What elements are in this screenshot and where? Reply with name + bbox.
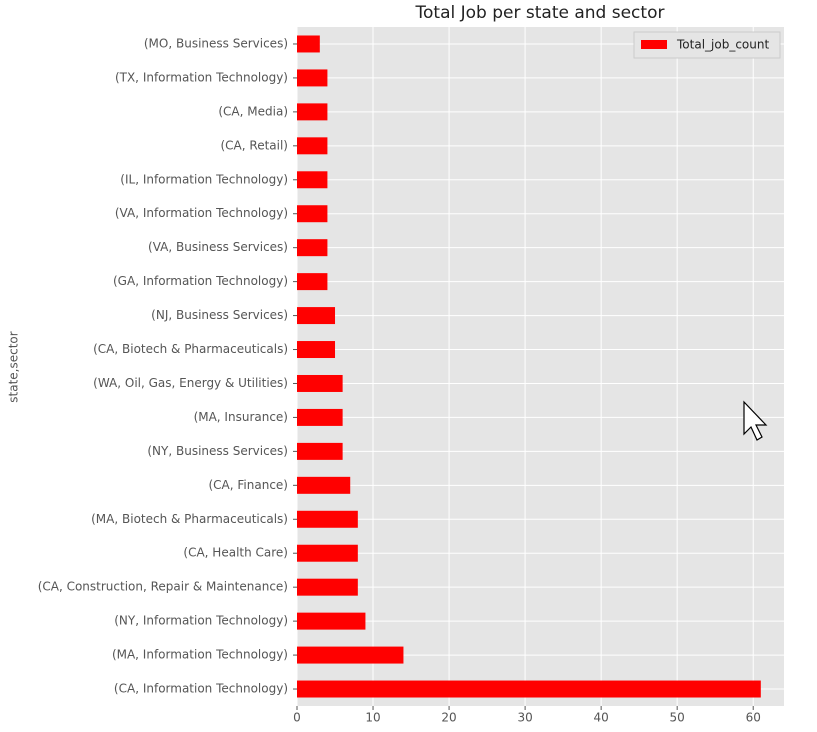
bar [297,612,366,630]
legend: Total_job_count [633,31,781,59]
bar [297,476,351,494]
y-tick-label: (MA, Biotech & Pharmaceuticals) [91,512,288,526]
legend-label: Total_job_count [676,38,769,52]
bar [297,171,328,189]
y-tick-label: (CA, Biotech & Pharmaceuticals) [93,342,288,356]
y-tick-label: (IL, Information Technology) [120,172,288,186]
y-tick-label: (CA, Retail) [221,138,289,152]
y-tick-label: (CA, Information Technology) [114,682,288,696]
labels: 0 10 20 30 40 50 60 (MO, Business Services) (TX,… [38,36,761,724]
bar [297,544,358,562]
bar [297,137,328,155]
bar [297,239,328,257]
mouse-cursor [743,400,768,441]
bar [297,35,320,53]
y-tick-label: (GA, Information Technology) [113,274,288,288]
y-tick-label: (NY, Business Services) [147,444,288,458]
bar [297,69,328,87]
x-tick-label: 0 [293,711,301,725]
y-tick-label: (MA, Information Technology) [112,648,288,662]
y-tick-label: (CA, Finance) [209,478,289,492]
y-tick-label: (MO, Business Services) [144,36,288,50]
y-tick-label: (VA, Business Services) [148,240,288,254]
bar [297,442,343,460]
legend-swatch [641,40,667,49]
plot-area [297,27,784,706]
grid [296,27,784,706]
bars [297,35,761,698]
x-tick-label: 40 [593,711,608,725]
bar [297,341,336,359]
x-tick-label: 20 [441,711,456,725]
bar [297,578,358,596]
y-tick-label: (NY, Information Technology) [114,614,288,628]
y-tick-label: (TX, Information Technology) [115,70,288,84]
y-axis-label: state,sector [7,331,21,402]
bar [297,374,343,392]
bar [297,510,358,528]
y-tick-label: (NJ, Business Services) [151,308,288,322]
bar [297,646,404,664]
bar [297,103,328,121]
y-tick-label: (CA, Construction, Repair & Maintenance) [38,580,288,594]
x-tick-label: 30 [517,711,532,725]
y-tick-label: (WA, Oil, Gas, Energy & Utilities) [93,376,288,390]
y-tick-label: (CA, Media) [218,104,288,118]
bar [297,408,343,426]
bar [297,273,328,291]
bar [297,680,761,698]
y-tick-label: (VA, Information Technology) [115,206,288,220]
y-tick-label: (CA, Health Care) [183,546,288,560]
bar [297,205,328,223]
chart-title: Total Job per state and sector [415,3,665,23]
bar [297,307,336,325]
x-tick-label: 10 [365,711,380,725]
y-tick-label: (MA, Insurance) [194,410,288,424]
x-tick-label: 50 [670,711,685,725]
x-tick-label: 60 [746,711,761,725]
